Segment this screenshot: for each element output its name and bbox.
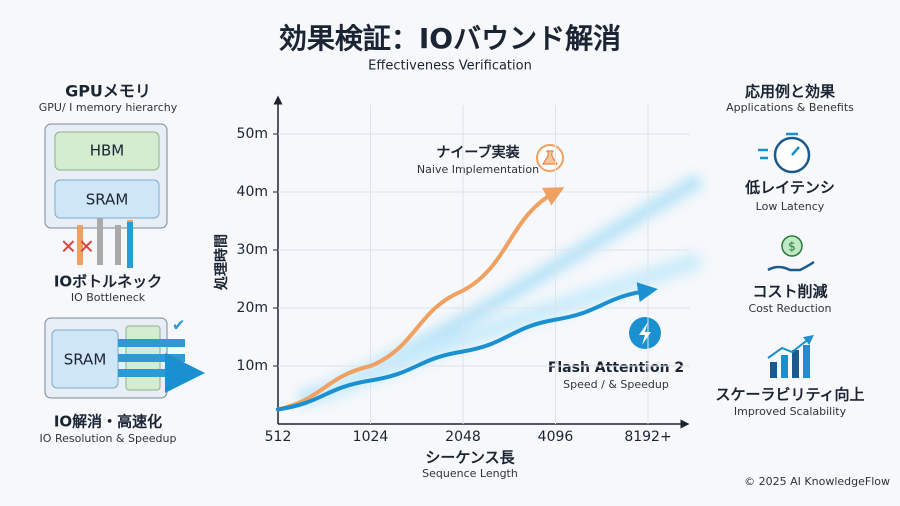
right-subtitle: Applications & Benefits: [726, 101, 854, 114]
x-mark: ✕: [78, 235, 95, 259]
benefit: コスト削減: [752, 283, 827, 301]
coin-symbol: $: [788, 240, 796, 254]
series-label: ナイーブ実装: [436, 144, 520, 161]
right-panel: 応用例と効果 Applications & Benefits 低レイテンシ Lo…: [715, 83, 864, 419]
series-description: Naive Implementation: [417, 163, 539, 176]
glow: [297, 173, 704, 407]
y-label: 処理時間: [213, 234, 230, 291]
y-tick-label: 10m: [237, 358, 268, 374]
footer: © 2025 AI KnowledgeFlow: [744, 475, 890, 488]
hand: [767, 260, 815, 272]
io-arrows-gray: [97, 218, 121, 265]
bolt: [639, 322, 651, 345]
bottleneck: IOボトルネック: [54, 273, 162, 291]
x-tick-label: 4096: [538, 429, 574, 445]
x-tick-label: 1024: [353, 429, 389, 445]
flask: [542, 150, 558, 165]
x-label: シーケンス長: [425, 449, 515, 467]
left-title: GPUメモリ: [65, 82, 151, 101]
left-subtitle: GPU/ I memory hierarchy: [39, 101, 178, 114]
left-panel: GPUメモリ GPU/ I memory hierarchy HBM SRAM …: [39, 82, 186, 445]
hbm-box: [54, 131, 160, 171]
hbm-label: HBM: [90, 142, 125, 160]
title: 効果検証：IOバウンド解消: [279, 22, 621, 55]
series-line: [276, 187, 565, 412]
x-tick-label: 8192+: [624, 429, 671, 445]
x-mark: ✕: [60, 235, 77, 259]
subtitle: Effectiveness Verification: [368, 59, 532, 74]
sram2-label: SRAM: [64, 351, 107, 369]
y-tick-label: 30m: [237, 242, 268, 258]
series-description: Speed / & Speedup: [563, 378, 669, 391]
plot: 10m 20m 30m 40m 50m 512 1024 2048 4096 8192+: [237, 105, 690, 445]
x-sublabel: Sequence Length: [422, 467, 518, 480]
benefit-en: Low Latency: [756, 200, 825, 213]
benefit-en: Improved Scalability: [734, 405, 847, 418]
fast-arrows: [118, 339, 185, 373]
bars-icon: [767, 334, 814, 378]
benefit-en: Cost Reduction: [749, 302, 832, 315]
resolved: IO解消・高速化: [54, 413, 162, 431]
check: ✔: [172, 316, 185, 335]
benefit: スケーラビリティ向上: [715, 386, 864, 404]
coin: [781, 235, 803, 257]
y-tick-label: 20m: [237, 300, 268, 316]
y-tick-label: 50m: [237, 126, 268, 142]
series-label: Flash Attention 2: [548, 360, 684, 376]
sram-label: SRAM: [86, 191, 129, 209]
stopwatch-hand: [758, 132, 800, 160]
x-tick-label: 512: [265, 429, 292, 445]
sram-box: [54, 179, 160, 219]
bottleneck-en: IO Bottleneck: [71, 291, 146, 304]
x-tick-label: 2048: [445, 429, 481, 445]
right-title: 応用例と効果: [745, 83, 836, 101]
y-tick-label: 40m: [237, 184, 268, 200]
series-line: [276, 282, 658, 412]
benefit: 低レイテンシ: [744, 179, 835, 197]
resolved-en: IO Resolution & Speedup: [40, 432, 177, 445]
